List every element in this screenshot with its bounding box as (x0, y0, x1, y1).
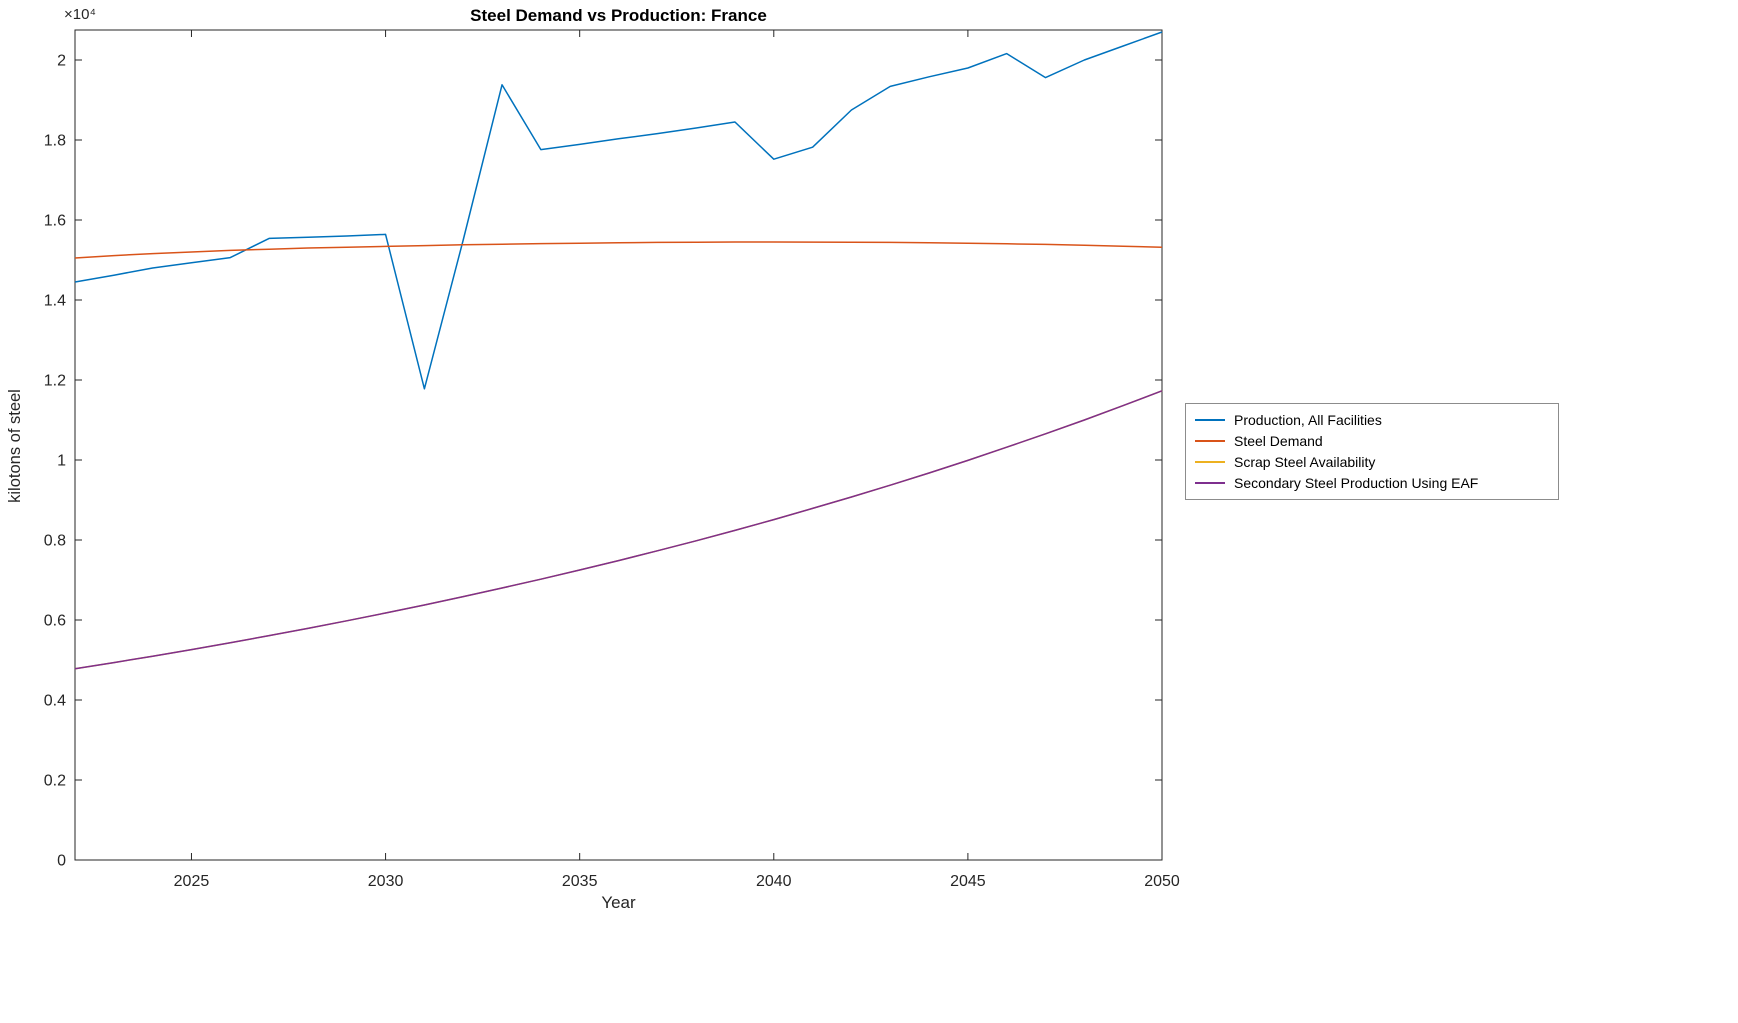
y-tick-label: 1.2 (44, 373, 66, 390)
y-tick-label: 0 (57, 853, 66, 870)
y-axis-multiplier: ×10⁴ (64, 6, 96, 23)
y-tick-label: 1.6 (44, 213, 66, 230)
x-tick-label: 2035 (562, 873, 598, 890)
x-tick-label: 2030 (368, 873, 404, 890)
series-line-3 (74, 390, 1163, 670)
x-tick-label: 2025 (174, 873, 210, 890)
legend-item: Secondary Steel Production Using EAF (1186, 472, 1558, 493)
plot-box (74, 29, 1163, 861)
y-tick-label: 1.4 (44, 293, 66, 310)
legend-label: Scrap Steel Availability (1234, 453, 1376, 470)
x-tick-label: 2040 (756, 873, 792, 890)
y-tick-label: 0.2 (44, 773, 66, 790)
chart-title: Steel Demand vs Production: France (470, 6, 767, 25)
legend-line-sample (1195, 418, 1225, 421)
y-tick-label: 0.8 (44, 533, 66, 550)
series-line-2 (74, 390, 1163, 670)
legend-label: Secondary Steel Production Using EAF (1234, 474, 1479, 491)
x-axis-label: Year (601, 893, 636, 912)
legend-line-sample (1195, 481, 1225, 484)
legend: Production, All Facilities Steel Demand … (1185, 403, 1559, 500)
y-tick-label: 1 (57, 453, 66, 470)
y-tick-label: 2 (57, 53, 66, 70)
x-tick-label: 2050 (1144, 873, 1180, 890)
legend-line-sample (1195, 439, 1225, 442)
legend-label: Steel Demand (1234, 432, 1323, 449)
legend-item: Steel Demand (1186, 430, 1558, 451)
y-axis-label: kilotons of steel (6, 389, 24, 503)
series-line-1 (74, 241, 1163, 259)
y-tick-label: 1.8 (44, 133, 66, 150)
x-tick-label: 2045 (950, 873, 986, 890)
legend-label: Production, All Facilities (1234, 411, 1382, 428)
y-tick-label: 0.4 (44, 693, 66, 710)
legend-item: Scrap Steel Availability (1186, 451, 1558, 472)
legend-item: Production, All Facilities (1186, 409, 1558, 430)
legend-line-sample (1195, 460, 1225, 463)
y-tick-label: 0.6 (44, 613, 66, 630)
series-line-0 (74, 31, 1163, 390)
